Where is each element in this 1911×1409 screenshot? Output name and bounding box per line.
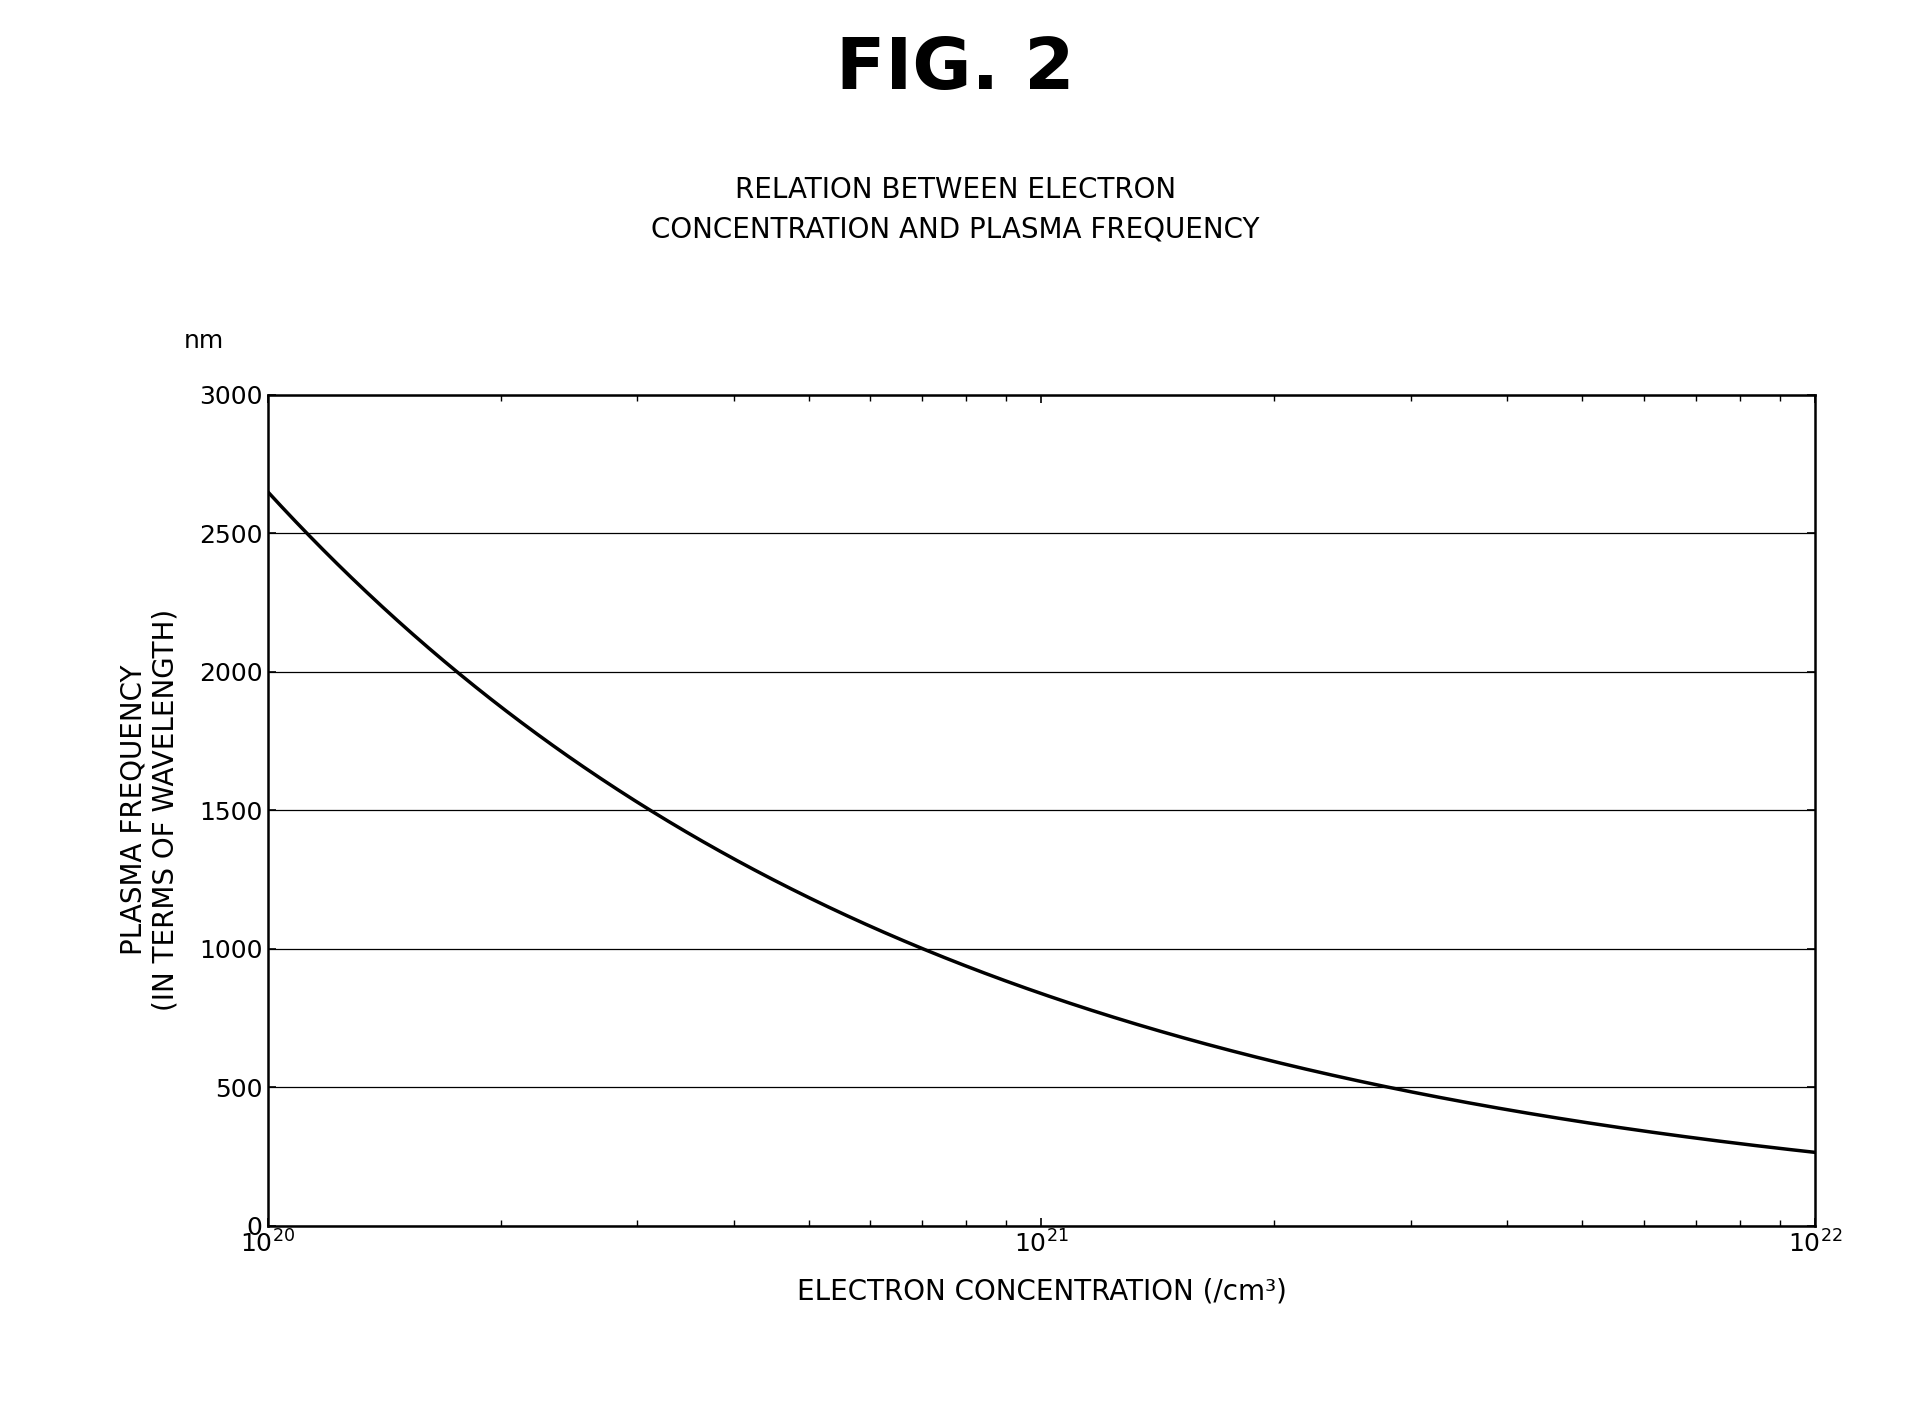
Text: RELATION BETWEEN ELECTRON
CONCENTRATION AND PLASMA FREQUENCY: RELATION BETWEEN ELECTRON CONCENTRATION … [652,176,1259,244]
X-axis label: ELECTRON CONCENTRATION (/cm³): ELECTRON CONCENTRATION (/cm³) [797,1278,1286,1305]
Y-axis label: PLASMA FREQUENCY
(IN TERMS OF WAVELENGTH): PLASMA FREQUENCY (IN TERMS OF WAVELENGTH… [118,609,180,1012]
Text: FIG. 2: FIG. 2 [837,35,1074,104]
Text: nm: nm [183,328,224,352]
